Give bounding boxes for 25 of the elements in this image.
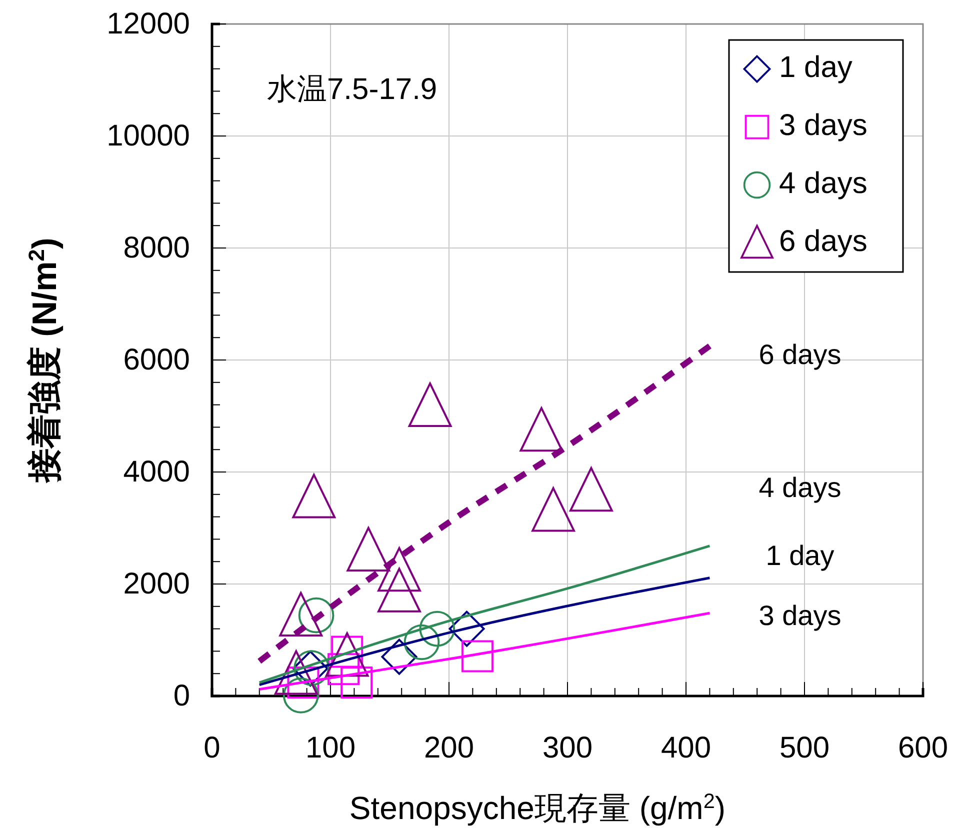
x-tick-label: 400 bbox=[660, 731, 712, 764]
x-tick-label: 600 bbox=[898, 731, 948, 764]
y-tick-label: 4000 bbox=[123, 456, 190, 489]
x-tick-label: 500 bbox=[779, 731, 830, 764]
legend-label: 6 days bbox=[779, 224, 868, 258]
annotation: 6 days bbox=[758, 339, 842, 370]
x-tick-label: 100 bbox=[305, 731, 356, 764]
x-axis-title: Stenopsyche現存量 (g/m$^{2}$) bbox=[349, 790, 726, 826]
annotation: 4 days bbox=[758, 472, 842, 504]
legend-label: 3 days bbox=[779, 108, 868, 142]
x-tick-label: 300 bbox=[542, 731, 593, 764]
annotation: 1 day bbox=[766, 540, 834, 572]
legend-label: 4 days bbox=[779, 166, 868, 200]
y-tick-label: 12000 bbox=[106, 8, 190, 41]
y-tick-label: 2000 bbox=[123, 568, 190, 601]
y-tick-label: 10000 bbox=[106, 120, 190, 153]
annotation: 水温7.5-17.9 bbox=[267, 73, 438, 106]
y-tick-label: 8000 bbox=[123, 232, 190, 265]
y-tick-label: 6000 bbox=[123, 344, 190, 377]
legend-label: 1 day bbox=[779, 50, 852, 84]
line-series bbox=[258, 544, 711, 684]
x-tick-label: 200 bbox=[424, 731, 474, 764]
y-tick-label: 0 bbox=[173, 680, 190, 713]
x-tick-label: 0 bbox=[204, 731, 220, 764]
annotation: 3 days bbox=[758, 600, 842, 632]
